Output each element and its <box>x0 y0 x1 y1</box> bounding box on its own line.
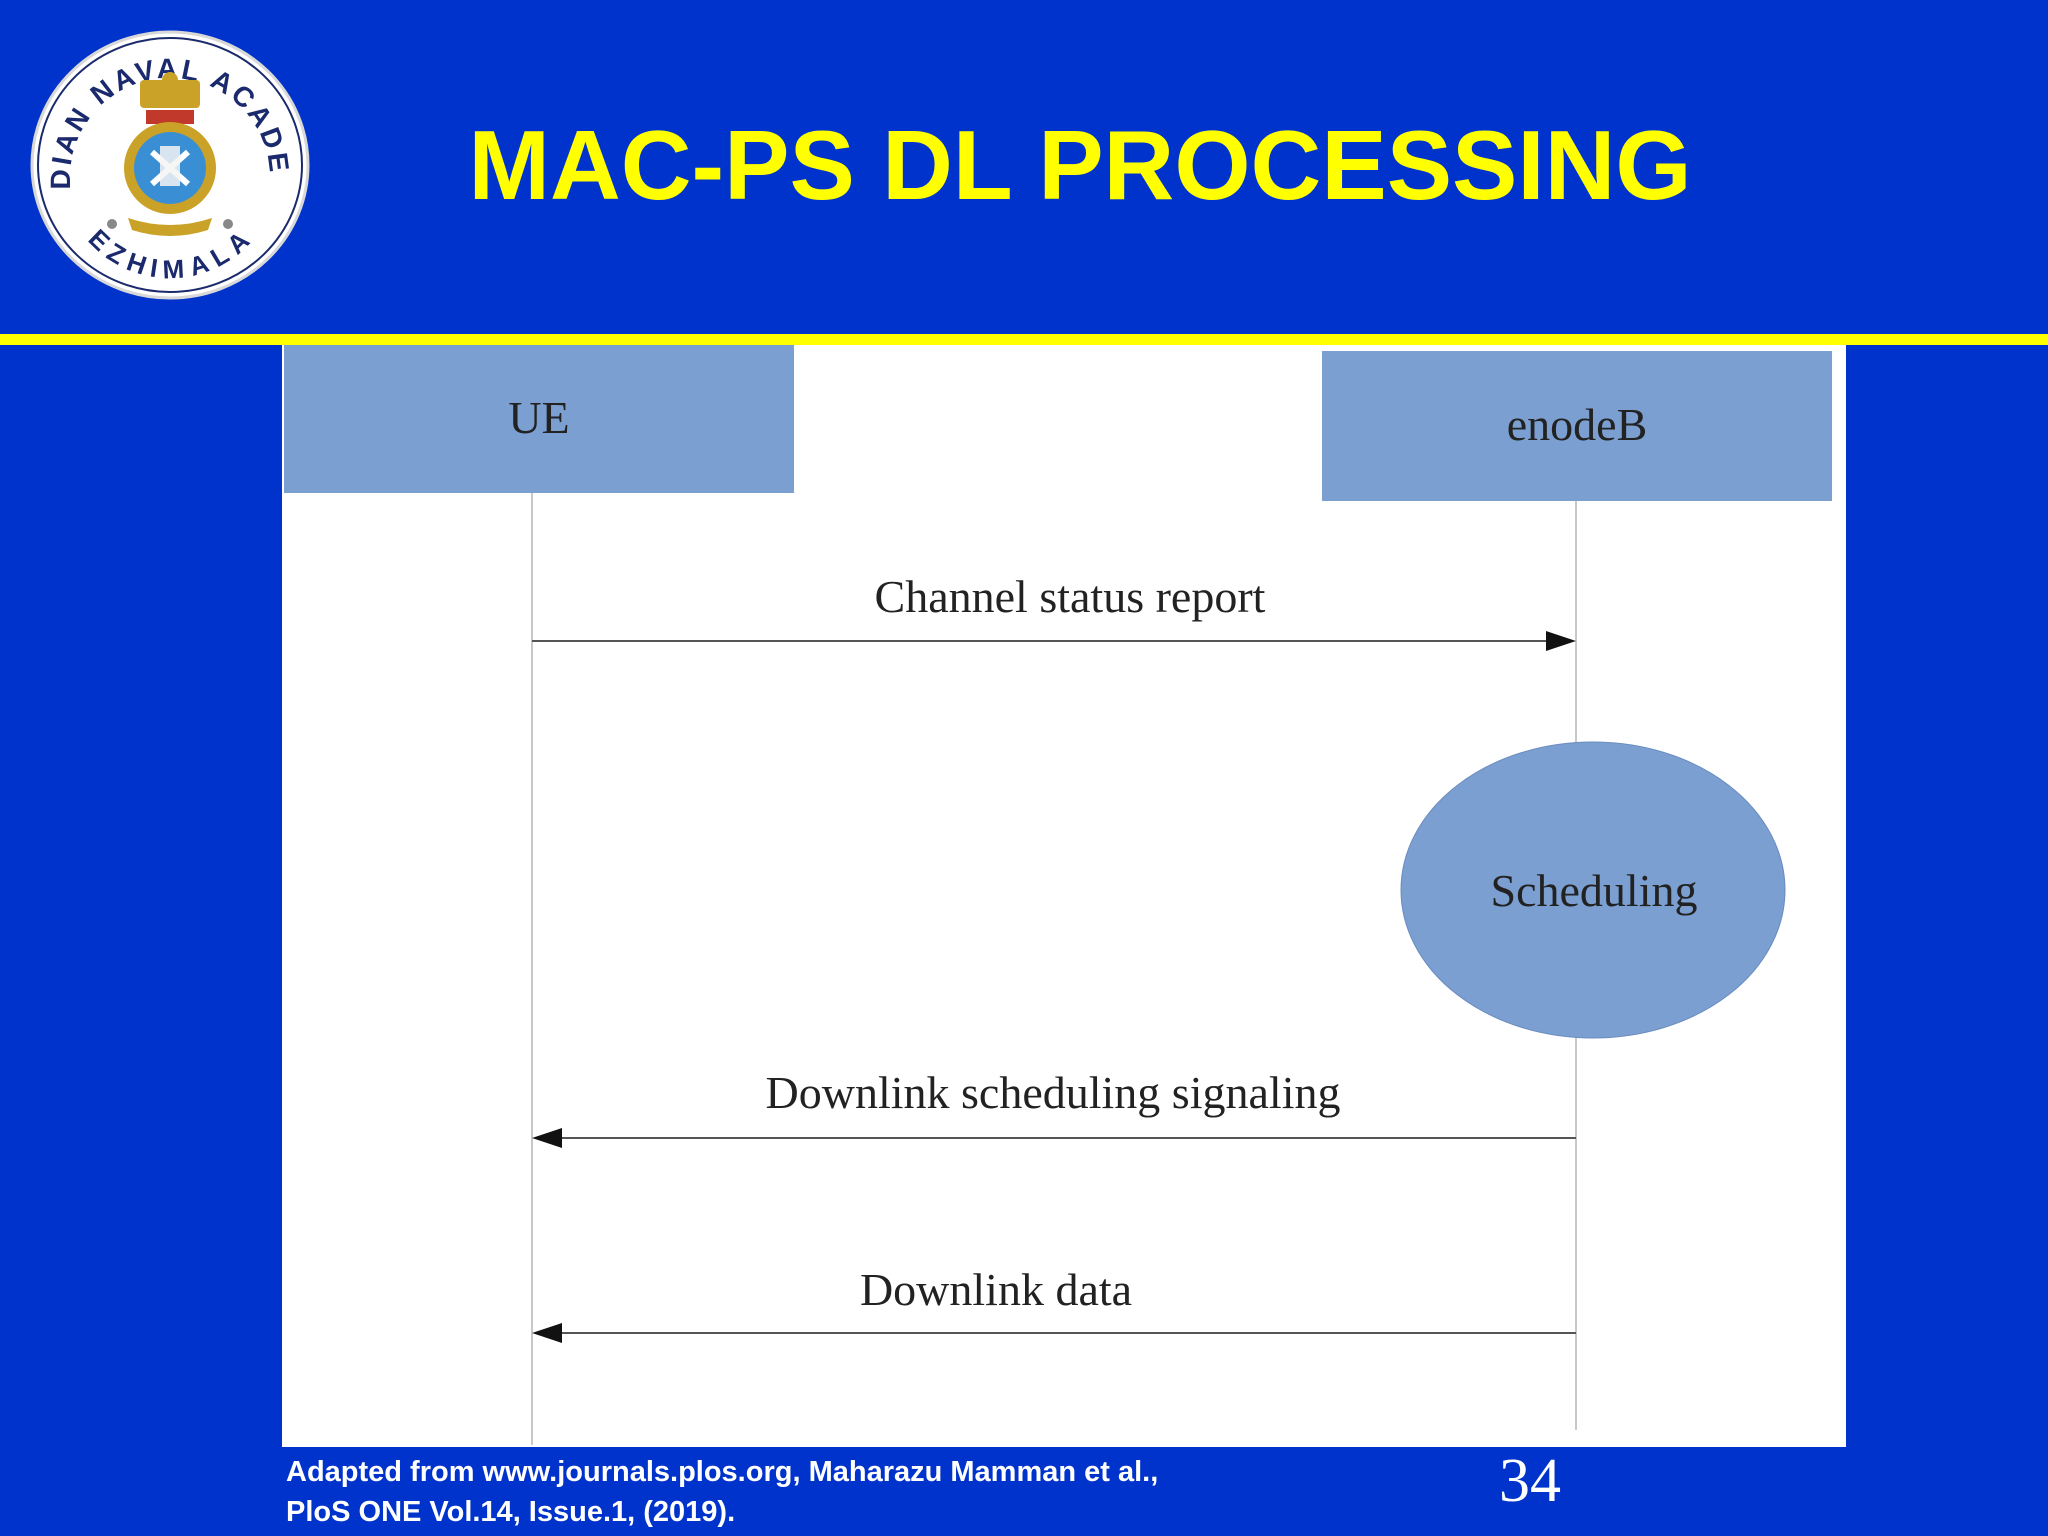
process-label-scheduling: Scheduling <box>1491 865 1698 916</box>
message-label-downlink-scheduling-signaling: Downlink scheduling signaling <box>766 1067 1341 1118</box>
arrowhead-left-icon <box>532 1128 562 1148</box>
participant-label-enodeb: enodeB <box>1507 399 1648 450</box>
participant-box-enodeb <box>1322 351 1832 501</box>
message-label-channel-status-report: Channel status report <box>875 571 1266 622</box>
message-label-downlink-data: Downlink data <box>860 1264 1132 1315</box>
arrowhead-left-icon <box>532 1323 562 1343</box>
page-number: 34 <box>1499 1447 1561 1515</box>
slide-title: MAC-PS DL PROCESSING <box>468 110 1692 220</box>
citation-line-1: Adapted from www.journals.plos.org, Maha… <box>286 1456 1159 1488</box>
process-scheduling <box>1400 741 1786 1039</box>
participant-box-ue <box>284 345 794 493</box>
participant-label-ue: UE <box>508 392 569 443</box>
citation: Adapted from www.journals.plos.org, Maha… <box>286 1452 1386 1532</box>
citation-line-2: PloS ONE Vol.14, Issue.1, (2019). <box>286 1496 736 1528</box>
crest-emblem <box>107 72 233 236</box>
title-divider <box>0 334 2048 345</box>
naval-academy-crest-icon: INDIAN NAVAL ACADEMY EZHIMALA <box>15 3 312 302</box>
sequence-diagram: UE enodeB Channel status report Scheduli… <box>282 345 1846 1447</box>
arrowhead-right-icon <box>1546 631 1576 651</box>
